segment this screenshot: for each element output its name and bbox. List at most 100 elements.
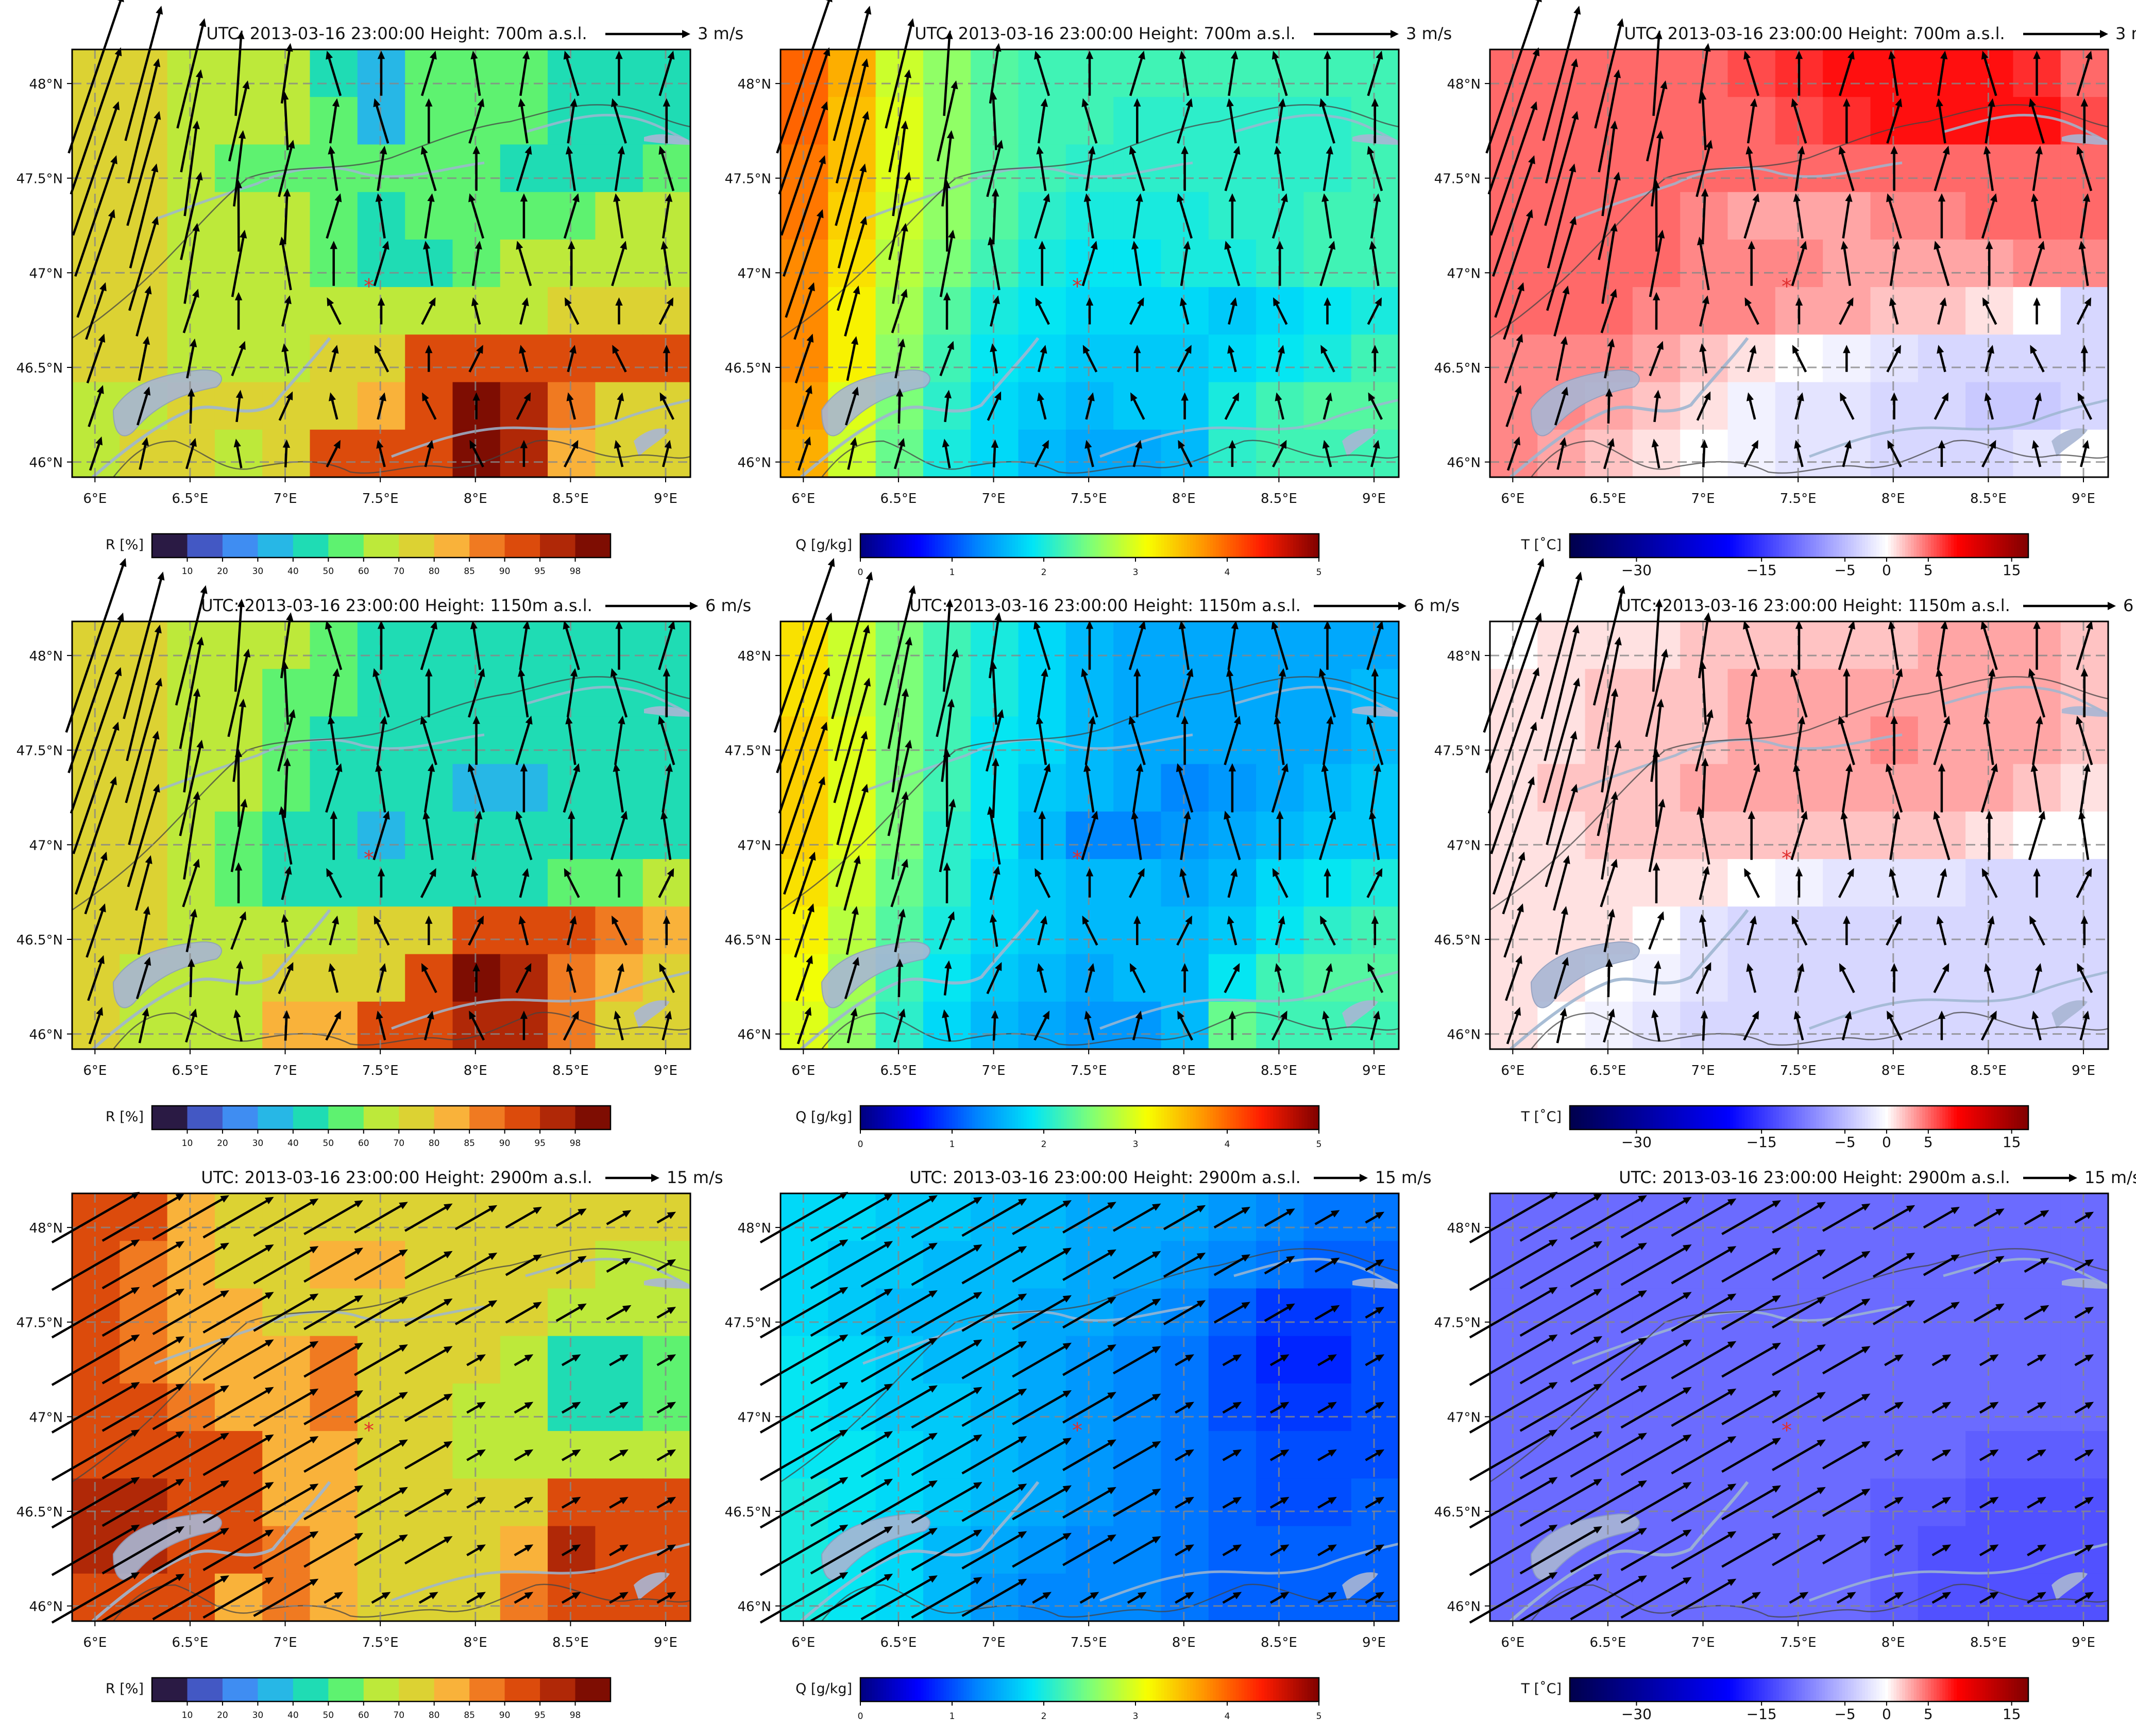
wind-arrow xyxy=(1175,1402,1194,1414)
reference-arrow-head xyxy=(2108,602,2116,610)
wind-arrow xyxy=(1323,963,1333,993)
panel-Q-700m: *6°E 6.5°E 7°E 7.5°E 8°E 8.5°E 9°E48°N47.5°N47… xyxy=(725,0,1452,507)
wind-arrow-head xyxy=(110,155,117,164)
wind-arrow xyxy=(1886,345,1901,373)
wind-arrow-shaft xyxy=(1841,397,1855,420)
wind-arrow-head xyxy=(131,1382,140,1390)
colorbar-segment xyxy=(1235,534,1239,558)
wind-arrow-shaft xyxy=(1177,349,1190,373)
wind-arrow xyxy=(519,345,529,373)
wind-arrow xyxy=(1163,1205,1206,1231)
wind-arrow xyxy=(176,18,207,129)
wind-arrow-shaft xyxy=(1890,56,1899,96)
wind-arrow-head xyxy=(948,229,956,239)
colorbar-segment xyxy=(1241,1106,1245,1130)
wind-arrow xyxy=(911,1292,982,1334)
wind-arrow-head xyxy=(281,343,289,352)
wind-arrow-head xyxy=(2080,98,2088,107)
axes-frame xyxy=(779,48,1400,478)
wind-arrow xyxy=(1794,963,1805,993)
wind-arrow-head xyxy=(427,1010,434,1020)
x-tick-label: 6°E xyxy=(1501,491,1524,507)
wind-arrow xyxy=(1062,1202,1116,1234)
wind-arrow-head xyxy=(1224,811,1231,820)
wind-arrow-head xyxy=(379,392,386,401)
wind-arrow xyxy=(613,763,624,813)
wind-arrow-shaft xyxy=(230,916,245,950)
wind-arrow-shaft xyxy=(1695,714,1712,772)
wind-arrow-shaft xyxy=(986,714,1003,772)
wind-arrow-head xyxy=(667,1544,676,1552)
wind-arrow-head xyxy=(1133,345,1141,353)
wind-arrow xyxy=(377,868,385,898)
colorbar-segment xyxy=(1733,534,1737,558)
wind-arrow-head xyxy=(1706,709,1714,718)
wind-arrow-head xyxy=(884,1193,893,1201)
x-tick-label: 7°E xyxy=(1691,1063,1715,1078)
wind-arrow xyxy=(1840,811,1852,861)
colorbar-segment xyxy=(1641,534,1645,558)
wind-arrow-head xyxy=(1139,620,1146,630)
colorbar-segment xyxy=(2008,1106,2012,1130)
wind-arrow-head xyxy=(565,715,573,724)
wind-arrow-head xyxy=(524,963,532,972)
colorbar-segment xyxy=(1905,534,1909,558)
colorbar-segment xyxy=(883,1106,887,1130)
wind-arrow-shaft xyxy=(1546,736,1575,846)
colorbar-segment xyxy=(972,1106,976,1130)
colorbar-segment xyxy=(866,1678,870,1701)
wind-arrow-shaft xyxy=(1179,444,1193,468)
wind-arrow xyxy=(1222,1592,1242,1604)
colorbar-tick-label: −15 xyxy=(1747,1134,1777,1151)
wind-arrow-head xyxy=(175,1431,185,1439)
colorbar-segment xyxy=(540,1106,576,1130)
wind-arrow-head xyxy=(1371,98,1379,107)
colorbar-segment xyxy=(1296,1106,1299,1130)
wind-arrow-head xyxy=(242,80,250,90)
wind-arrow xyxy=(561,1449,581,1461)
wind-arrow xyxy=(1937,345,1946,373)
wind-arrow-head xyxy=(901,120,908,129)
wind-arrow-head xyxy=(1660,80,1668,90)
colorbar-segment xyxy=(1195,534,1199,558)
wind-arrow-shaft xyxy=(1601,228,1616,304)
river-line xyxy=(391,970,691,1030)
wind-arrow xyxy=(961,1578,1027,1617)
wind-arrow xyxy=(372,668,390,718)
wind-arrow-head xyxy=(524,1496,534,1505)
wind-arrow-head xyxy=(928,1242,938,1250)
reference-arrow-head xyxy=(1398,602,1406,610)
colorbar-tick-label: 5 xyxy=(1924,1134,1933,1151)
wind-arrow-shaft xyxy=(835,116,868,226)
wind-arrow xyxy=(330,811,337,860)
reference-arrow-label: 6 m/s xyxy=(1414,596,1460,615)
wind-arrow xyxy=(563,50,580,96)
wind-arrow-shaft xyxy=(662,768,671,813)
colorbar-segment xyxy=(1913,1106,1917,1130)
wind-arrow-head xyxy=(1043,763,1051,772)
wind-arrow xyxy=(1743,763,1760,813)
wind-arrow xyxy=(1129,297,1144,325)
colorbar-segment xyxy=(1264,534,1268,558)
wind-arrow-head xyxy=(1152,1441,1161,1448)
wind-arrow xyxy=(1276,241,1284,286)
wind-arrow xyxy=(1275,345,1285,373)
wind-arrow-head xyxy=(900,289,908,298)
colorbar-segment xyxy=(1830,534,1834,558)
colorbar-segment xyxy=(1101,534,1105,558)
y-tick-label: 48°N xyxy=(1447,649,1481,664)
wind-arrow-shaft xyxy=(139,442,147,470)
colorbar-tick-label: −30 xyxy=(1621,1134,1652,1151)
wind-arrow xyxy=(303,1485,363,1521)
x-tick-label: 7°E xyxy=(982,491,1006,507)
wind-arrow-head xyxy=(309,1484,319,1491)
wind-arrow xyxy=(1079,1592,1099,1604)
wind-arrow-shaft xyxy=(227,654,249,737)
wind-arrow-shaft xyxy=(101,1480,180,1527)
wind-arrow xyxy=(555,1208,587,1227)
wind-arrow-shaft xyxy=(101,1243,180,1290)
wind-arrow xyxy=(891,791,909,880)
wind-arrow-shaft xyxy=(281,300,290,327)
wind-arrow-head xyxy=(1703,43,1711,52)
wind-arrow xyxy=(1324,868,1331,898)
